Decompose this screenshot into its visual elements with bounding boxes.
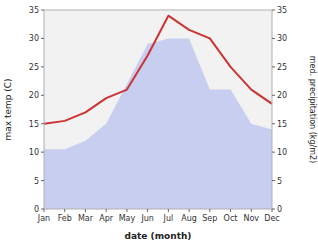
x-axis-label: date (month) [125, 231, 192, 241]
y2-tick-label: 10 [277, 148, 287, 157]
y-tick-label: 15 [29, 120, 39, 129]
x-tick-label: Jul [163, 214, 174, 223]
temperature-line [44, 16, 272, 124]
x-tick-label: Sep [202, 214, 217, 223]
x-tick-label: Feb [58, 214, 72, 223]
y-tick [41, 209, 44, 210]
y-tick [41, 95, 44, 96]
x-tick-label: Jun [140, 214, 154, 223]
y2-tick [272, 10, 275, 11]
x-tick [251, 209, 252, 212]
x-tick-label: May [119, 214, 136, 223]
chart: JanFebMarAprMayJunJulAugSepOctNovDec0510… [0, 0, 318, 247]
y-tick [41, 66, 44, 67]
x-tick [106, 209, 107, 212]
x-tick [230, 209, 231, 212]
x-tick-label: Mar [78, 214, 94, 223]
x-tick-label: Jan [37, 214, 50, 223]
x-tick [209, 209, 210, 212]
x-tick [85, 209, 86, 212]
marks [44, 16, 272, 209]
y2-tick-label: 20 [277, 91, 287, 100]
y-axis-label: max temp (C) [3, 78, 13, 140]
y2-tick-label: 5 [277, 177, 282, 186]
y2-tick [272, 38, 275, 39]
y-tick [41, 152, 44, 153]
y2-tick-label: 35 [277, 6, 287, 15]
precipitation-area [44, 38, 272, 209]
x-tick [64, 209, 65, 212]
y2-tick [272, 152, 275, 153]
plot-frame [44, 10, 272, 209]
y2-tick [272, 180, 275, 181]
y2-tick [272, 123, 275, 124]
y-tick-label: 25 [29, 63, 39, 72]
y-tick-label: 35 [29, 6, 39, 15]
y-tick [41, 180, 44, 181]
y-tick-label: 10 [29, 148, 39, 157]
x-tick-label: Apr [99, 214, 114, 223]
y-tick [41, 38, 44, 39]
x-tick [189, 209, 190, 212]
y2-tick-label: 25 [277, 63, 287, 72]
y-tick-label: 30 [29, 34, 39, 43]
y2-tick [272, 66, 275, 67]
x-tick-label: Oct [224, 214, 238, 223]
x-tick-label: Dec [264, 214, 279, 223]
x-tick [168, 209, 169, 212]
plot-area [44, 10, 272, 209]
y2-tick [272, 95, 275, 96]
y2-tick-label: 15 [277, 120, 287, 129]
x-tick [126, 209, 127, 212]
y-tick-label: 20 [29, 91, 39, 100]
y-tick [41, 10, 44, 11]
y-tick [41, 123, 44, 124]
x-tick-label: Nov [243, 214, 259, 223]
y-tick-label: 0 [34, 205, 39, 214]
y2-tick-label: 30 [277, 34, 287, 43]
y-tick-label: 5 [34, 177, 39, 186]
y2-tick [272, 209, 275, 210]
x-tick-label: Aug [181, 214, 197, 223]
y2-tick-label: 0 [277, 205, 282, 214]
x-tick [147, 209, 148, 212]
y2-axis-label: med. precipitation (kg/m2) [308, 56, 317, 163]
